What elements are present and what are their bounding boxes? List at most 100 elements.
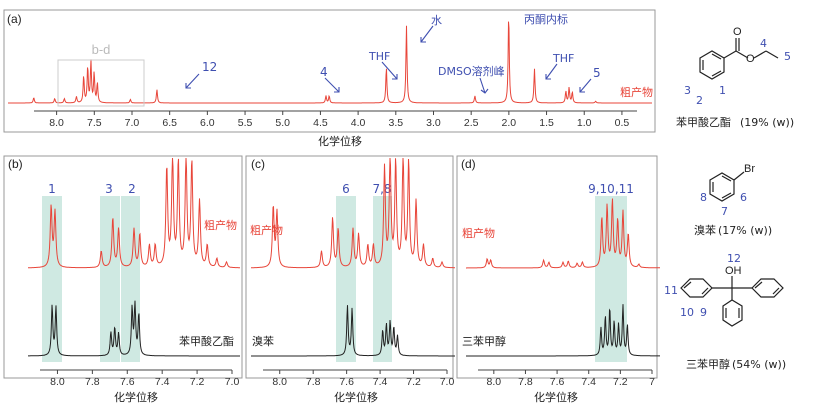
bromobenzene-name: 溴苯: [694, 223, 716, 237]
panel-c-tick-label: 7.6: [339, 376, 354, 388]
structure-ethyl-benzoate: [699, 38, 779, 80]
panel-c-tick-label: 7.8: [306, 376, 321, 388]
panel-c-crude-label: 粗产物: [250, 223, 283, 237]
panel-c-xlabel: 化学位移: [334, 390, 378, 404]
panel-d-reference-spectrum: [466, 304, 660, 357]
svg-text:2: 2: [696, 94, 703, 107]
panel-d-hl-9-10-11: 9,10,11: [588, 182, 634, 196]
panel-a-tick-label: 1.5: [539, 117, 554, 129]
panel-b-tick-label: 7.4: [155, 376, 170, 388]
panel-a-tick-label: 1.0: [577, 117, 592, 129]
panel-a-tick-label: 7.5: [87, 117, 102, 129]
panel-b-frame: [3, 155, 243, 379]
svg-text:7: 7: [721, 205, 728, 218]
annot-b-d: b-d: [92, 42, 111, 57]
panel-c-tick-label: 7.2: [406, 376, 421, 388]
panel-a-tick-label: 3.5: [388, 117, 403, 129]
panel-d-tick-label: 7.8: [518, 376, 533, 388]
panel-d-tick-label: 7.2: [613, 376, 628, 388]
panel-c-hl-7-8: 7,8: [372, 182, 391, 196]
annot-thf-2: THF: [552, 52, 574, 65]
panel-d-tick-label: 7.4: [581, 376, 596, 388]
panel-c-label: (c): [251, 157, 265, 171]
b-d-region-box: [57, 59, 145, 107]
panel-b-tick-label: 8.0: [50, 376, 65, 388]
structure-ethyl-benzoate-labels: O O 1 2 3 4 5: [684, 26, 791, 107]
ethyl-benzoate-yield: (19% (w)): [740, 116, 794, 129]
panel-d-tick-label: 7: [649, 376, 655, 388]
panel-a-annotations: [185, 25, 592, 94]
panel-b-tick-label: 7.2: [190, 376, 205, 388]
panel-b-xlabel: 化学位移: [114, 390, 158, 404]
svg-text:O: O: [746, 53, 755, 65]
svg-text:O: O: [733, 26, 742, 38]
panel-a-series-label: 粗产物: [620, 85, 653, 99]
panel-c-hl-6: 6: [342, 182, 350, 196]
panel-b-crude-spectrum: [28, 157, 240, 269]
panel-d-crude-spectrum: [466, 198, 660, 269]
triphenylmethanol-yield: (54% (w)): [732, 358, 786, 371]
svg-text:8: 8: [700, 191, 707, 204]
panel-b-tick-label: 7.0: [225, 376, 240, 388]
panel-a-spectrum: [8, 21, 652, 104]
panel-a: (a) 8.0 7.5 7.0 6.5 6.0 5.5 5.0 4.5 4.0 3.5 3.0 2.5…: [3, 9, 656, 148]
panel-d-crude-label: 粗产物: [462, 226, 495, 240]
panel-a-tick-label: 4.5: [313, 117, 328, 129]
svg-text:Br: Br: [744, 163, 755, 175]
panel-d-label: (d): [461, 157, 476, 171]
annot-thf-1: THF: [368, 50, 390, 63]
svg-text:5: 5: [784, 50, 791, 63]
structure-bromobenzene-labels: Br 6 7 8: [700, 163, 755, 218]
panel-d-reference-label: 三苯甲醇: [462, 334, 506, 348]
panel-b-hl-3: 3: [105, 182, 113, 196]
annot-acetone: 丙酮内标: [524, 12, 568, 26]
panel-a-tick-label: 3.0: [426, 117, 441, 129]
svg-text:6: 6: [740, 191, 747, 204]
panel-d-frame: [456, 155, 658, 379]
panel-b-reference-label: 苯甲酸乙酯: [179, 334, 234, 348]
panel-d-tick-label: 8.0: [487, 376, 502, 388]
svg-text:12: 12: [727, 252, 741, 265]
annot-water: 水: [431, 14, 442, 27]
panel-b-crude-label: 粗产物: [204, 218, 237, 232]
panel-a-tick-label: 2.0: [502, 117, 517, 129]
panel-c: (c) 6 7,8 8.0 7.8 7.6 7.4 7.2 7.0 粗产物 溴苯 化学位移: [245, 155, 455, 404]
panel-b-tick-label: 7.8: [85, 376, 100, 388]
panel-a-tick-label: 6.5: [162, 117, 177, 129]
panel-a-tick-label: 4.0: [351, 117, 366, 129]
annot-5: 5: [593, 66, 601, 80]
svg-text:1: 1: [719, 84, 726, 97]
ethyl-benzoate-name: 苯甲酸乙酯: [676, 115, 731, 129]
panel-c-tick-label: 8.0: [272, 376, 287, 388]
panel-b: (b) 1 3 2 8.0 7.8 7.6 7.4 7.2 7.0 粗产物 苯甲酸乙酯 化…: [3, 155, 243, 404]
panel-b-reference-spectrum: [28, 300, 240, 357]
panel-b-tick-label: 7.6: [120, 376, 135, 388]
triphenylmethanol-name: 三苯甲醇: [686, 357, 730, 371]
svg-text:3: 3: [684, 84, 691, 97]
panel-b-hl-1: 1: [48, 182, 56, 196]
structure-triphenylmethanol-labels: OH 12 11 10 9: [664, 252, 742, 319]
panel-d-tick-label: 7.6: [550, 376, 565, 388]
structure-bromobenzene: [709, 171, 745, 202]
svg-text:10: 10: [680, 306, 694, 319]
panel-a-tick-label: 7.0: [125, 117, 140, 129]
panel-c-tick-label: 7.0: [440, 376, 455, 388]
panel-a-tick-label: 5.5: [238, 117, 253, 129]
svg-text:OH: OH: [725, 265, 742, 277]
svg-text:9: 9: [700, 306, 707, 319]
panel-a-frame: [3, 9, 656, 133]
panel-a-xlabel: 化学位移: [318, 134, 362, 148]
panel-a-tick-label: 5.0: [275, 117, 290, 129]
annot-12: 12: [202, 60, 217, 74]
annot-dmso: DMSO溶剂峰: [438, 64, 505, 78]
panel-a-tick-label: 8.0: [49, 117, 64, 129]
svg-text:11: 11: [664, 284, 678, 297]
panel-c-highlights: [336, 196, 392, 362]
bromobenzene-yield: (17% (w)): [718, 224, 772, 237]
panel-c-tick-label: 7.4: [373, 376, 388, 388]
panel-b-hl-2: 2: [128, 182, 136, 196]
svg-text:4: 4: [760, 37, 767, 50]
panel-a-tick-label: 0.5: [615, 117, 630, 129]
panel-a-tick-label: 2.5: [464, 117, 479, 129]
